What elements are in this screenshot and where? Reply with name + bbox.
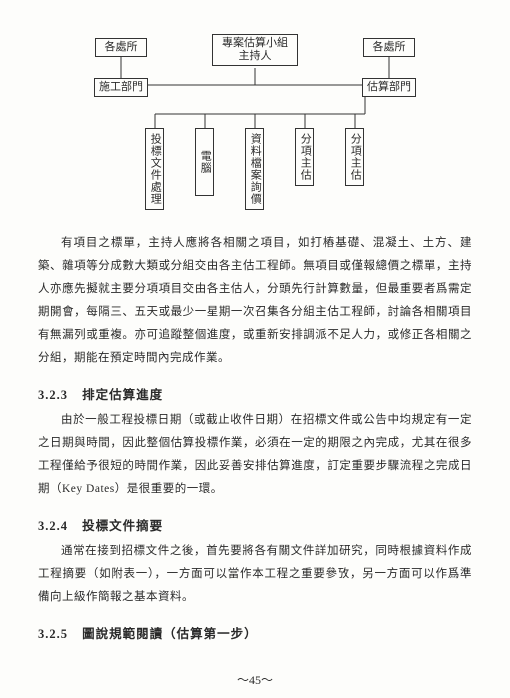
document-page: 各處所 專案估算小組 主持人 各處所 施工部門 估算部門 投標文件處理 電腦 資…: [0, 0, 510, 698]
node-top-right: 各處所: [363, 38, 415, 57]
node-top-center-line1: 專案估算小組: [222, 37, 288, 49]
node-dept-right: 估算部門: [362, 78, 416, 97]
node-leaf-5: 分項主估: [345, 128, 364, 186]
heading-325-number: 3.2.5: [38, 627, 68, 641]
paragraph-3: 通常在接到招標文件之後，首先要將各有關文件詳加研究，同時根據資料作成工程摘要（如…: [38, 540, 472, 609]
paragraph-1: 有項目之標單，主持人應將各相關之項目，如打樁基礎、混凝土、土方、建築、雜項等分成…: [38, 232, 472, 370]
heading-323-number: 3.2.3: [38, 388, 68, 402]
node-leaf-1: 投標文件處理: [145, 128, 164, 210]
heading-324: 3.2.4 投標文件摘要: [38, 515, 472, 534]
node-leaf-2: 電腦: [195, 128, 214, 196]
org-chart-diagram: 各處所 專案估算小組 主持人 各處所 施工部門 估算部門 投標文件處理 電腦 資…: [75, 28, 435, 218]
node-top-center: 專案估算小組 主持人: [212, 34, 298, 66]
heading-323-title: 排定估算進度: [82, 388, 163, 402]
heading-323: 3.2.3 排定估算進度: [38, 384, 472, 403]
node-leaf-4: 分項主估: [295, 128, 314, 186]
node-top-center-line2: 主持人: [239, 50, 272, 62]
page-number: ～45～: [0, 671, 510, 688]
node-leaf-3: 資料檔案詢價: [245, 128, 264, 210]
node-dept-left: 施工部門: [94, 78, 148, 97]
heading-325-title: 圖說規範閱讀（估算第一步）: [82, 627, 258, 641]
node-top-left: 各處所: [95, 38, 147, 57]
heading-325: 3.2.5 圖說規範閱讀（估算第一步）: [38, 623, 472, 642]
heading-324-title: 投標文件摘要: [82, 519, 163, 533]
paragraph-2: 由於一般工程投標日期（或截止收件日期）在招標文件或公告中均規定有一定之日期與時間…: [38, 409, 472, 501]
heading-324-number: 3.2.4: [38, 519, 68, 533]
